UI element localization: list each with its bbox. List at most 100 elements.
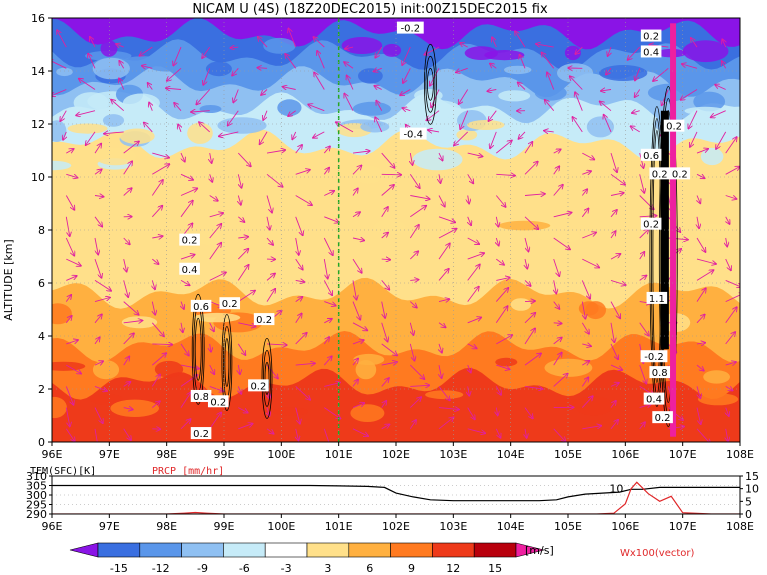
wind-vector [409, 251, 418, 260]
wind-vector [456, 67, 468, 72]
wind-vector [381, 233, 388, 239]
wind-vector [553, 166, 560, 175]
colorbar-unit: [m/s] [525, 544, 554, 557]
wind-vector [174, 103, 182, 111]
x-tick-label: 106E [611, 448, 639, 461]
contour-label: 0.2 [256, 315, 272, 326]
wind-cell [425, 390, 464, 400]
wind-vector [496, 141, 512, 154]
wind-vector [725, 196, 737, 200]
wind-vector [542, 53, 555, 69]
y-left-tick-label: 310 [26, 470, 47, 483]
wind-vector [610, 173, 625, 184]
wind-vector [152, 236, 162, 238]
wind-vector [490, 64, 497, 69]
wind-vector [167, 67, 182, 81]
wind-vector [238, 174, 241, 188]
wind-vector [467, 152, 483, 156]
wind-vector [467, 174, 474, 183]
wind-vector [65, 295, 71, 302]
wind-cell [67, 123, 108, 134]
wind-vector [553, 258, 560, 276]
x-tick-label: 104E [497, 448, 525, 461]
wind-vector [575, 46, 583, 54]
wind-vector [210, 343, 211, 352]
wind-vector [381, 401, 387, 408]
wind-vector [496, 278, 509, 281]
wind-vector [610, 193, 624, 196]
wind-vector [716, 131, 727, 149]
wind-vector [123, 382, 131, 387]
wind-vector [60, 110, 67, 121]
wind-cell [415, 100, 462, 119]
wind-vector [323, 428, 330, 442]
wind-vector [690, 131, 698, 147]
wind-vector [94, 385, 107, 391]
wind-cell [56, 67, 73, 77]
wind-vector [288, 29, 297, 48]
wind-vector [495, 195, 505, 207]
wind-vector [582, 233, 596, 239]
y-left-tick-label: 295 [26, 499, 47, 512]
wind-vector [426, 110, 440, 121]
contour-label: 0.6 [643, 151, 659, 162]
wind-cell [544, 358, 593, 377]
wind-cell [187, 122, 213, 144]
wind-vector [238, 237, 248, 238]
wind-cell [124, 56, 164, 65]
wind-cell [110, 399, 159, 417]
colorbar-swatch [306, 542, 350, 558]
wind-vector [66, 258, 81, 266]
wind-vector [553, 323, 562, 324]
wind-vector [410, 385, 429, 386]
contour-label-bg [646, 291, 668, 304]
wind-vector [94, 169, 102, 175]
wind-vector [52, 60, 67, 69]
wind-cell [154, 360, 184, 378]
wind-vector [238, 386, 241, 394]
colorbar-tick-label: -12 [152, 562, 170, 575]
wind-vector [696, 343, 705, 344]
wind-cell [205, 61, 232, 77]
wind-vector [180, 392, 191, 408]
contour-label-bg [190, 427, 212, 440]
wind-vector [111, 100, 124, 112]
wind-vector [94, 237, 98, 255]
wind-vector [381, 259, 391, 260]
wind-vector [66, 340, 78, 345]
wind-vector [266, 289, 275, 302]
wind-vector [381, 207, 388, 218]
wind-vector [639, 252, 645, 260]
wind-vector [119, 78, 125, 90]
wind-vector [459, 89, 469, 105]
wind-vector [410, 206, 426, 218]
wind-vector [496, 258, 504, 265]
wind-vector [152, 401, 160, 408]
wind-vector [696, 386, 700, 398]
colorbar-high-arrow [515, 542, 545, 558]
y-right-tick-label: 0 [745, 508, 752, 521]
y-tick-label: 2 [38, 383, 45, 396]
wind-vector [725, 332, 736, 345]
wind-vector [608, 46, 611, 56]
wind-vector [518, 82, 526, 90]
wind-vector [400, 89, 411, 96]
wind-vector [238, 195, 241, 205]
wind-vector [544, 131, 554, 132]
wind-vector [116, 44, 124, 47]
surface-x-axis: 96E 97E 98E 99E 100E 101E 102E 103E 104E 105E 106E… [42, 514, 754, 533]
wind-vector [572, 117, 583, 133]
wind-vector [438, 244, 450, 260]
wind-vector [696, 258, 716, 264]
x-tick-label: 102E [382, 520, 410, 533]
wind-vector [238, 216, 244, 222]
wind-vector [582, 152, 594, 159]
wind-vector [696, 407, 701, 425]
wind-cell [102, 114, 125, 127]
wind-vector [610, 322, 614, 343]
wind-cell [277, 99, 302, 117]
wind-vector [610, 279, 626, 285]
wind-vector [438, 269, 449, 281]
wind-vector [381, 322, 388, 342]
wind-vector [610, 301, 620, 319]
